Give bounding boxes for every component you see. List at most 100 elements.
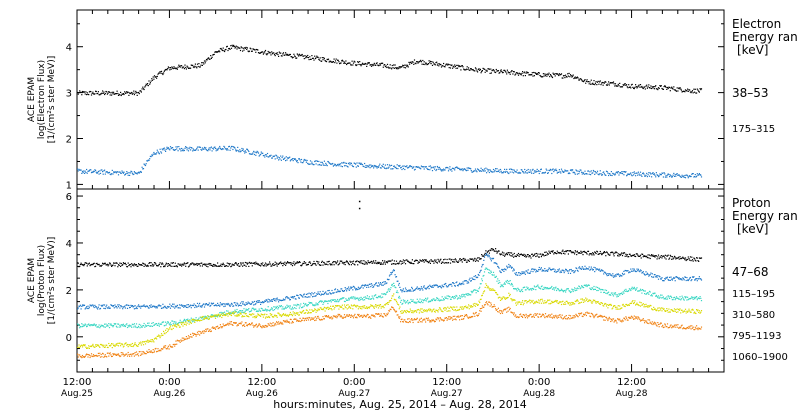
data-point	[185, 66, 187, 69]
data-point	[607, 172, 609, 174]
data-point	[658, 87, 660, 89]
data-point	[343, 261, 346, 264]
data-point	[328, 260, 330, 262]
data-point	[420, 61, 422, 63]
data-point	[217, 314, 219, 316]
data-point	[107, 265, 109, 267]
data-point	[590, 83, 592, 85]
data-point	[431, 285, 434, 287]
data-point	[293, 261, 295, 263]
data-point	[228, 303, 230, 305]
data-point	[138, 304, 140, 306]
data-point	[321, 293, 323, 295]
data-point	[447, 64, 449, 66]
data-point	[604, 271, 606, 273]
data-point	[655, 295, 657, 297]
data-point	[82, 305, 84, 307]
data-point	[549, 252, 551, 254]
data-point	[246, 303, 248, 305]
data-point	[106, 264, 108, 266]
data-point	[93, 306, 95, 309]
data-point	[183, 264, 185, 266]
data-point	[204, 317, 206, 319]
data-point	[151, 79, 154, 81]
data-point	[203, 263, 206, 265]
data-point	[619, 275, 621, 278]
data-point	[273, 298, 275, 300]
data-point	[124, 325, 126, 328]
data-point	[226, 313, 228, 315]
data-point	[339, 291, 341, 293]
data-point	[341, 262, 343, 264]
data-point	[183, 262, 185, 264]
data-point	[391, 284, 393, 286]
data-point	[461, 261, 463, 263]
data-point	[111, 343, 113, 345]
data-point	[160, 335, 162, 337]
data-point	[672, 299, 674, 301]
data-point	[409, 289, 411, 291]
data-point	[84, 323, 86, 325]
data-point	[641, 292, 643, 294]
data-point	[513, 288, 515, 290]
data-point	[296, 160, 298, 162]
data-point	[633, 287, 635, 289]
data-point	[309, 163, 311, 165]
data-point	[269, 51, 271, 53]
data-point	[172, 323, 174, 325]
data-point	[260, 265, 262, 267]
data-point	[535, 72, 537, 75]
data-point	[560, 168, 563, 170]
data-point	[646, 172, 648, 174]
data-point	[348, 307, 350, 309]
data-point	[279, 52, 281, 54]
data-point	[535, 171, 538, 173]
data-point	[199, 146, 201, 148]
data-point	[388, 260, 391, 262]
data-point	[438, 300, 441, 302]
data-point	[331, 264, 333, 266]
data-point	[502, 268, 504, 271]
data-point	[654, 174, 656, 176]
data-point	[251, 262, 253, 264]
data-point	[397, 262, 399, 264]
data-point	[441, 261, 443, 263]
data-point	[290, 263, 292, 266]
data-point	[316, 160, 319, 162]
data-point	[370, 286, 372, 288]
data-point	[210, 304, 212, 307]
data-point	[520, 169, 522, 171]
data-point	[245, 46, 247, 48]
data-point	[215, 315, 217, 317]
data-point	[339, 298, 341, 300]
data-point	[167, 330, 169, 333]
data-point	[578, 267, 580, 269]
data-point	[294, 56, 296, 58]
data-point	[312, 263, 314, 265]
data-point	[614, 293, 616, 295]
data-point	[157, 151, 159, 153]
data-point	[642, 87, 644, 90]
data-point	[474, 257, 476, 259]
data-point	[399, 297, 401, 299]
data-point	[210, 57, 212, 59]
data-point	[346, 260, 348, 262]
data-point	[323, 160, 325, 162]
data-point	[282, 265, 284, 267]
data-point	[644, 255, 646, 257]
data-point	[93, 323, 95, 325]
data-point	[115, 262, 117, 264]
data-point	[304, 159, 306, 161]
data-point	[459, 258, 461, 260]
data-point	[79, 325, 81, 328]
data-point	[325, 263, 328, 265]
data-point	[568, 172, 570, 174]
data-point	[577, 77, 579, 79]
data-point	[689, 276, 691, 279]
data-point	[251, 153, 253, 155]
data-point	[310, 312, 312, 314]
data-point	[333, 308, 335, 310]
data-point	[687, 177, 689, 179]
data-point	[605, 292, 607, 294]
data-point	[452, 282, 454, 284]
